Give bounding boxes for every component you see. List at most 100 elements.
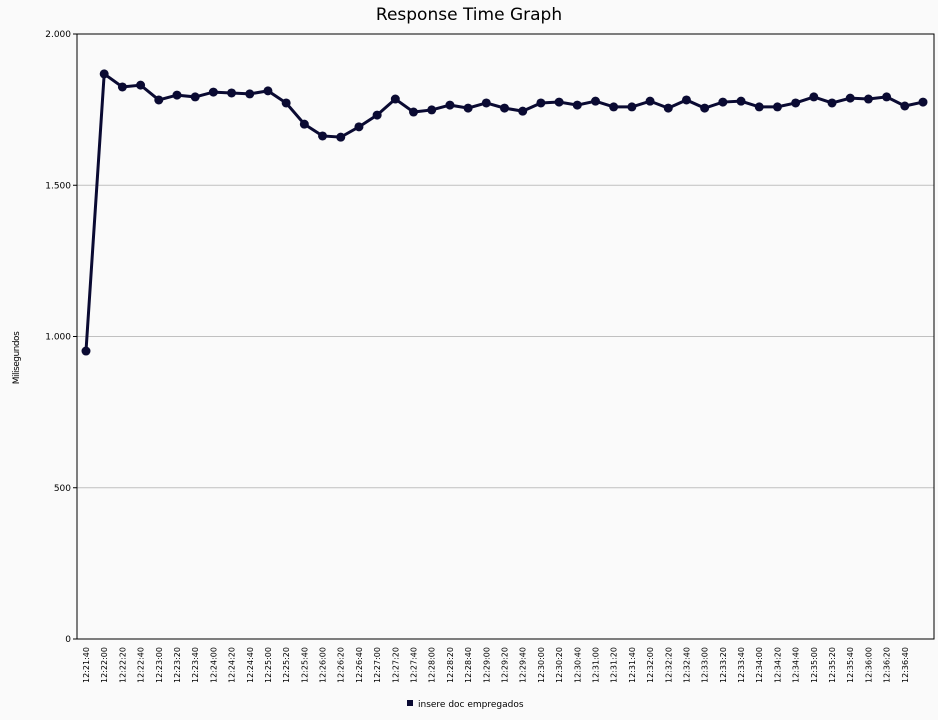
x-tick-label: 12:31:20 xyxy=(610,647,619,683)
data-point xyxy=(609,102,619,112)
data-point xyxy=(845,93,855,103)
data-point xyxy=(299,119,309,129)
x-tick-label: 12:23:40 xyxy=(191,647,200,683)
x-tick-label: 12:24:40 xyxy=(246,647,255,683)
x-tick-label: 12:22:00 xyxy=(100,647,109,683)
x-tick-label: 12:24:00 xyxy=(209,647,218,683)
data-point xyxy=(318,131,328,141)
x-tick-label: 12:27:40 xyxy=(410,647,419,683)
data-point xyxy=(681,95,691,105)
data-point xyxy=(263,86,273,96)
x-tick-label: 12:29:00 xyxy=(482,647,491,683)
data-point xyxy=(154,95,164,105)
data-point xyxy=(518,106,528,116)
x-tick-label: 12:32:20 xyxy=(664,647,673,683)
data-point xyxy=(700,103,710,113)
x-tick-label: 12:29:40 xyxy=(519,647,528,683)
x-tick-label: 12:23:00 xyxy=(155,647,164,683)
data-point xyxy=(336,132,346,142)
x-tick-label: 12:35:20 xyxy=(828,647,837,683)
x-tick-label: 12:26:00 xyxy=(319,647,328,683)
data-point xyxy=(645,96,655,106)
x-tick-label: 12:36:00 xyxy=(864,647,873,683)
x-tick-label: 12:24:20 xyxy=(228,647,237,683)
x-tick-label: 12:33:20 xyxy=(719,647,728,683)
data-point xyxy=(791,98,801,108)
x-tick-label: 12:33:40 xyxy=(737,647,746,683)
data-point xyxy=(481,98,491,108)
x-tick-label: 12:28:20 xyxy=(446,647,455,683)
x-tick-label: 12:26:20 xyxy=(337,647,346,683)
x-tick-label: 12:27:00 xyxy=(373,647,382,683)
x-tick-label: 12:36:40 xyxy=(901,647,910,683)
data-point xyxy=(663,103,673,113)
data-point xyxy=(772,102,782,112)
x-tick-label: 12:27:20 xyxy=(391,647,400,683)
data-point xyxy=(409,107,419,117)
x-tick-label: 12:34:40 xyxy=(792,647,801,683)
x-tick-label: 12:32:00 xyxy=(646,647,655,683)
data-point xyxy=(81,346,91,356)
data-point xyxy=(245,89,255,99)
x-tick-label: 12:25:20 xyxy=(282,647,291,683)
x-tick-label: 12:35:40 xyxy=(846,647,855,683)
data-point xyxy=(736,96,746,106)
x-tick-label: 12:21:40 xyxy=(82,647,91,683)
x-tick-label: 12:30:40 xyxy=(573,647,582,683)
data-point xyxy=(863,94,873,104)
y-axis-label: Milisegundos xyxy=(12,331,22,384)
data-point xyxy=(590,96,600,106)
data-point xyxy=(445,100,455,110)
y-tick-label: 1.000 xyxy=(45,333,71,343)
x-tick-label: 12:31:00 xyxy=(591,647,600,683)
data-point xyxy=(117,82,127,92)
data-point xyxy=(809,92,819,102)
data-point xyxy=(627,102,637,112)
y-tick-label: 500 xyxy=(54,484,71,494)
x-tick-label: 12:30:20 xyxy=(555,647,564,683)
x-tick-label: 12:29:20 xyxy=(501,647,510,683)
data-point xyxy=(227,88,237,98)
data-point xyxy=(754,102,764,112)
data-point xyxy=(536,98,546,108)
x-tick-label: 12:22:20 xyxy=(118,647,127,683)
data-point xyxy=(427,105,437,115)
data-point xyxy=(918,97,928,107)
data-point xyxy=(900,101,910,111)
chart-title: Response Time Graph xyxy=(376,5,562,25)
x-tick-label: 12:26:40 xyxy=(355,647,364,683)
data-point xyxy=(372,110,382,120)
x-tick-label: 12:25:00 xyxy=(264,647,273,683)
legend-label: insere doc empregados xyxy=(418,700,524,710)
legend-swatch xyxy=(407,700,413,706)
data-point xyxy=(208,87,218,97)
y-tick-label: 2.000 xyxy=(45,30,71,40)
x-tick-label: 12:25:40 xyxy=(300,647,309,683)
x-tick-label: 12:33:00 xyxy=(701,647,710,683)
data-point xyxy=(99,69,109,79)
x-tick-label: 12:35:00 xyxy=(810,647,819,683)
y-tick-label: 0 xyxy=(65,635,71,645)
x-tick-label: 12:22:40 xyxy=(137,647,146,683)
x-tick-label: 12:23:20 xyxy=(173,647,182,683)
data-point xyxy=(500,103,509,113)
data-point xyxy=(172,90,182,100)
x-tick-label: 12:34:00 xyxy=(755,647,764,683)
data-point xyxy=(136,80,146,90)
data-point xyxy=(354,122,364,132)
x-tick-label: 12:30:00 xyxy=(537,647,546,683)
x-tick-label: 12:28:00 xyxy=(428,647,437,683)
data-point xyxy=(718,97,728,107)
data-point xyxy=(572,100,582,110)
x-tick-label: 12:28:40 xyxy=(464,647,473,683)
data-point xyxy=(827,98,837,108)
y-tick-label: 1.500 xyxy=(45,181,71,191)
x-tick-label: 12:34:20 xyxy=(773,647,782,683)
x-tick-label: 12:31:40 xyxy=(628,647,637,683)
data-point xyxy=(882,92,892,102)
data-point xyxy=(463,103,473,113)
plot-border xyxy=(76,33,935,640)
